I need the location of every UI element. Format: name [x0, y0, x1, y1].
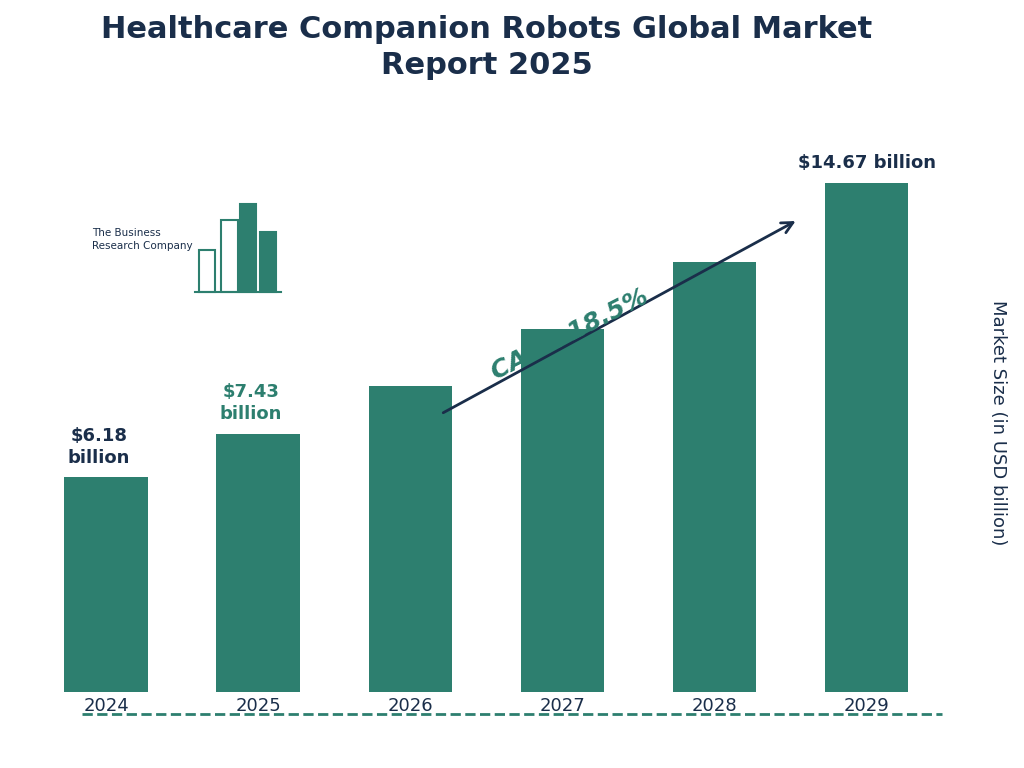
Text: Market Size (in USD billion): Market Size (in USD billion)	[989, 300, 1008, 545]
Text: The Business
Research Company: The Business Research Company	[92, 227, 193, 251]
Text: $14.67 billion: $14.67 billion	[798, 154, 936, 172]
Bar	[199, 250, 215, 292]
Bar	[216, 434, 300, 692]
Bar	[65, 477, 148, 692]
Bar	[221, 220, 238, 292]
Bar	[824, 183, 908, 692]
Text: $7.43
billion: $7.43 billion	[219, 383, 282, 423]
Point	[188, 287, 201, 296]
Text: CAGR 18.5%: CAGR 18.5%	[487, 284, 652, 384]
Title: Healthcare Companion Robots Global Market
Report 2025: Healthcare Companion Robots Global Marke…	[100, 15, 872, 80]
Bar	[673, 263, 757, 692]
Bar	[369, 386, 453, 692]
Point	[274, 287, 287, 296]
Text: $6.18
billion: $6.18 billion	[68, 426, 130, 467]
Bar	[260, 232, 276, 292]
Bar	[520, 329, 604, 692]
Bar	[240, 204, 256, 292]
